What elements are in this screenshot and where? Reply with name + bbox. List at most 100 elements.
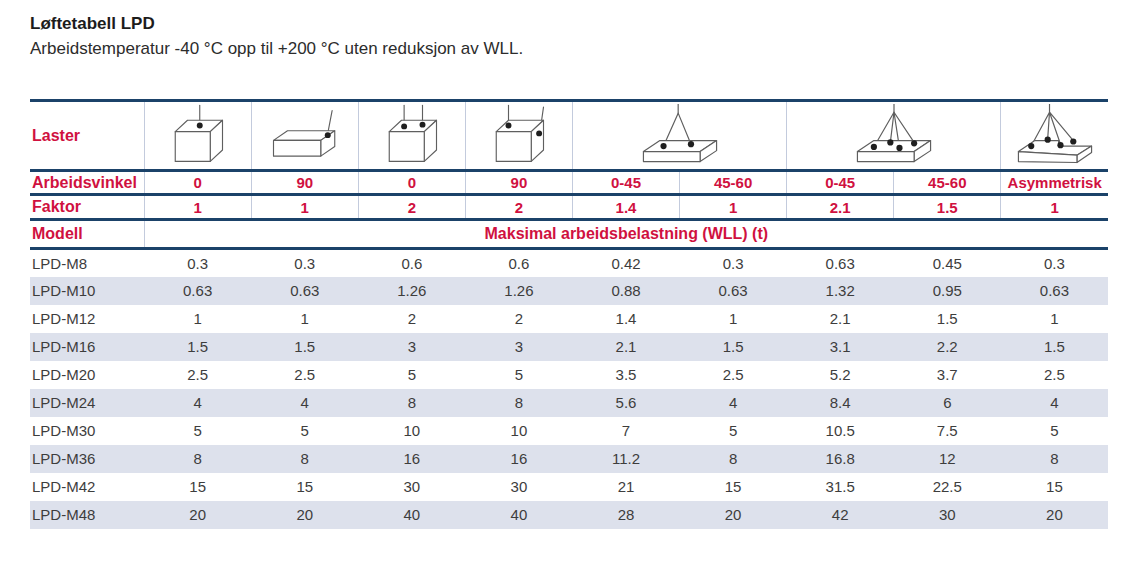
wll-value: 0.45 xyxy=(894,249,1001,277)
model-name: LPD-M48 xyxy=(30,501,144,529)
load-box-side-90deg-icon xyxy=(263,126,347,143)
faktor-value: 1 xyxy=(1001,195,1108,220)
wll-value: 20 xyxy=(144,501,251,529)
load-slab-two-leg-sling-icon xyxy=(628,126,732,143)
arbeidsvinkel-value: 45-60 xyxy=(680,171,787,195)
wll-value: 0.63 xyxy=(787,249,894,277)
wll-value: 7 xyxy=(572,417,679,445)
load-config-cell xyxy=(144,101,251,171)
arbeidsvinkel-label: Arbeidsvinkel xyxy=(30,171,144,195)
table-row: LPD-M3688161611.2816.8128 xyxy=(30,445,1108,473)
arbeidsvinkel-value: 0 xyxy=(144,171,251,195)
wll-value: 2.5 xyxy=(144,361,251,389)
wll-value: 15 xyxy=(680,473,787,501)
arbeidsvinkel-value: 45-60 xyxy=(894,171,1001,195)
wll-value: 21 xyxy=(572,473,679,501)
arbeidsvinkel-value: Asymmetrisk xyxy=(1001,171,1108,195)
wll-value: 3 xyxy=(358,333,465,361)
arbeidsvinkel-value: 90 xyxy=(251,171,358,195)
wll-value: 16.8 xyxy=(787,445,894,473)
wll-value: 2 xyxy=(465,305,572,333)
wll-value: 3.1 xyxy=(787,333,894,361)
page-title: Løftetabell LPD xyxy=(30,13,1108,35)
wll-value: 8 xyxy=(144,445,251,473)
wll-value: 1.5 xyxy=(251,333,358,361)
wll-value: 1 xyxy=(251,305,358,333)
wll-value: 5 xyxy=(465,361,572,389)
wll-value: 1 xyxy=(144,305,251,333)
wll-value: 1.32 xyxy=(787,277,894,305)
wll-value: 20 xyxy=(251,501,358,529)
wll-value: 8 xyxy=(680,445,787,473)
load-config-cell xyxy=(358,101,465,171)
wll-value: 30 xyxy=(465,473,572,501)
wll-value: 2.2 xyxy=(894,333,1001,361)
wll-value: 3 xyxy=(465,333,572,361)
faktor-row: Faktor 1 1 2 2 1.4 1 2.1 1.5 1 xyxy=(30,195,1108,220)
load-config-cell xyxy=(465,101,572,171)
wll-value: 11.2 xyxy=(572,445,679,473)
wll-value: 7.5 xyxy=(894,417,1001,445)
wll-value: 5 xyxy=(144,417,251,445)
wll-value: 5 xyxy=(1001,417,1108,445)
model-name: LPD-M30 xyxy=(30,417,144,445)
lifting-table: Laster xyxy=(30,99,1108,529)
faktor-value: 1 xyxy=(144,195,251,220)
wll-value: 12 xyxy=(894,445,1001,473)
wll-value: 3.5 xyxy=(572,361,679,389)
catalog-page: Løftetabell LPD Arbeidstemperatur -40 °C… xyxy=(0,0,1140,529)
wll-value: 8 xyxy=(358,389,465,417)
wll-value: 8.4 xyxy=(787,389,894,417)
table-row: LPD-M1211221.412.11.51 xyxy=(30,305,1108,333)
model-name: LPD-M20 xyxy=(30,361,144,389)
table-row: LPD-M80.30.30.60.60.420.30.630.450.3 xyxy=(30,249,1108,277)
modell-row: Modell Maksimal arbeidsbelastning (WLL) … xyxy=(30,220,1108,249)
wll-value: 1.26 xyxy=(465,277,572,305)
load-slab-asymmetric-sling-icon xyxy=(1003,126,1107,143)
faktor-value: 2 xyxy=(465,195,572,220)
wll-value: 0.63 xyxy=(144,277,251,305)
model-name: LPD-M42 xyxy=(30,473,144,501)
table-row: LPD-M100.630.631.261.260.880.631.320.950… xyxy=(30,277,1108,305)
table-row: LPD-M48202040402820423020 xyxy=(30,501,1108,529)
wll-value: 40 xyxy=(358,501,465,529)
wll-value: 0.3 xyxy=(1001,249,1108,277)
wll-value: 15 xyxy=(251,473,358,501)
wll-value: 28 xyxy=(572,501,679,529)
wll-value: 15 xyxy=(1001,473,1108,501)
load-config-cell xyxy=(1001,101,1108,171)
model-name: LPD-M8 xyxy=(30,249,144,277)
load-slab-four-leg-sling-icon xyxy=(842,126,946,143)
load-cube-two-point-vertical-icon xyxy=(370,126,454,143)
wll-value: 2.5 xyxy=(680,361,787,389)
wll-value: 10 xyxy=(358,417,465,445)
wll-value: 31.5 xyxy=(787,473,894,501)
wll-value: 10 xyxy=(465,417,572,445)
wll-value: 1.5 xyxy=(894,305,1001,333)
arbeidsvinkel-value: 0-45 xyxy=(572,171,679,195)
arbeidsvinkel-value: 90 xyxy=(465,171,572,195)
wll-value: 5.2 xyxy=(787,361,894,389)
wll-value: 4 xyxy=(1001,389,1108,417)
faktor-value: 1 xyxy=(251,195,358,220)
wll-value: 0.42 xyxy=(572,249,679,277)
wll-value: 5 xyxy=(680,417,787,445)
faktor-value: 2.1 xyxy=(787,195,894,220)
table-row: LPD-M305510107510.57.55 xyxy=(30,417,1108,445)
model-name: LPD-M36 xyxy=(30,445,144,473)
table-row: LPD-M2444885.648.464 xyxy=(30,389,1108,417)
wll-value: 1.5 xyxy=(144,333,251,361)
wll-value: 0.3 xyxy=(680,249,787,277)
wll-value: 3.7 xyxy=(894,361,1001,389)
wll-value: 0.88 xyxy=(572,277,679,305)
wll-value: 2.1 xyxy=(787,305,894,333)
wll-value: 2 xyxy=(358,305,465,333)
wll-value: 16 xyxy=(358,445,465,473)
table-row: LPD-M161.51.5332.11.53.12.21.5 xyxy=(30,333,1108,361)
page-subtitle: Arbeidstemperatur -40 °C opp til +200 °C… xyxy=(30,37,1108,61)
wll-value: 30 xyxy=(358,473,465,501)
load-config-cell xyxy=(572,101,786,171)
wll-value: 2.1 xyxy=(572,333,679,361)
wll-value: 0.6 xyxy=(358,249,465,277)
laster-label: Laster xyxy=(30,101,144,171)
